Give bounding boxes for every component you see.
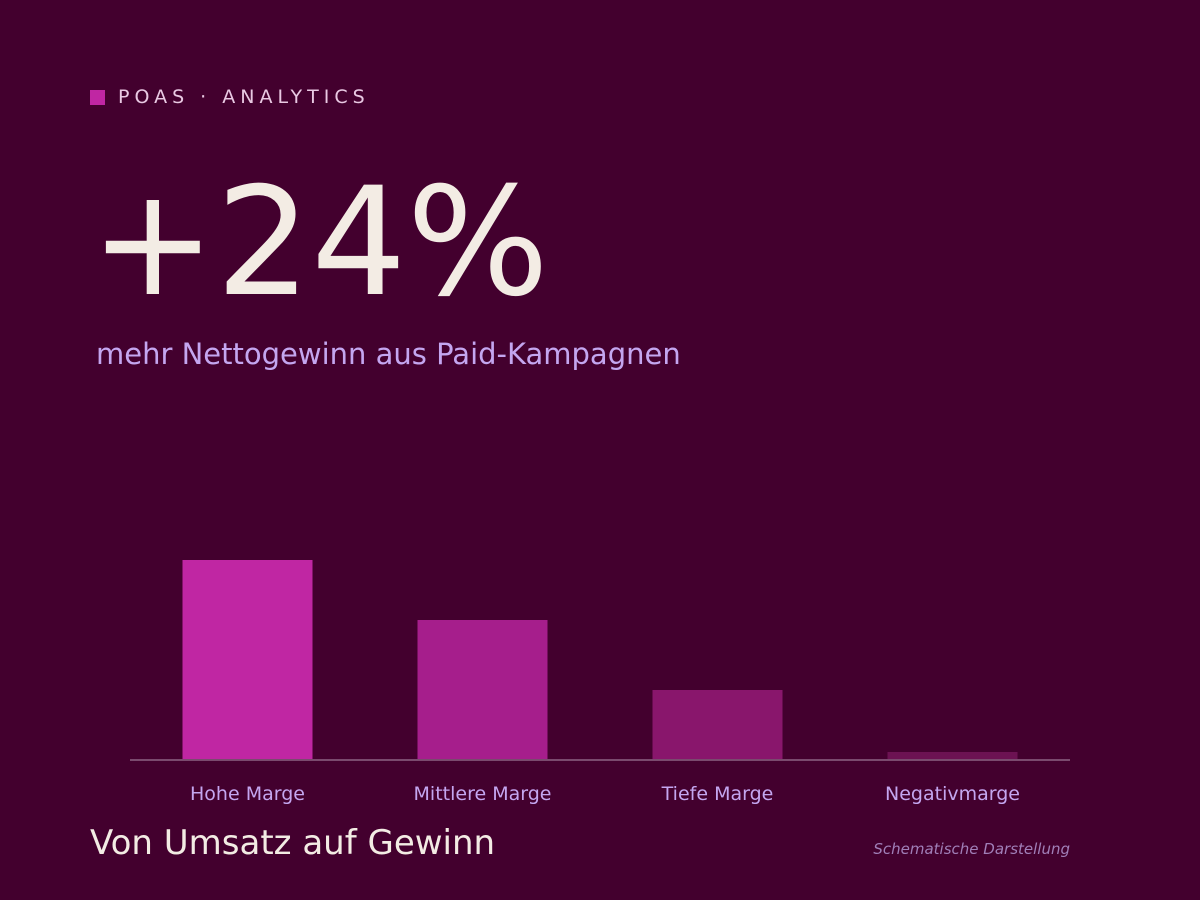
x-tick-label: Tiefe Marge (661, 783, 774, 805)
brand-square-icon (90, 89, 105, 105)
bar-negativmarge (887, 752, 1018, 760)
bar-hohe-marge (182, 560, 313, 760)
x-tick-label: Hohe Marge (190, 783, 305, 805)
x-tick-label: Negativmarge (885, 783, 1020, 805)
footer-note: Schematische Darstellung (873, 840, 1070, 858)
headline-value: +24% (90, 156, 550, 330)
footer-title: Von Umsatz auf Gewinn (90, 823, 496, 863)
brand: POAS · ANALYTICS (90, 86, 370, 108)
bar-tiefe-marge (652, 690, 783, 760)
bar-mittlere-marge (417, 620, 548, 760)
headline-subtitle: mehr Nettogewinn aus Paid-Kampagnen (96, 337, 681, 371)
x-tick-label: Mittlere Marge (414, 783, 552, 805)
brand-label: POAS · ANALYTICS (118, 86, 370, 108)
